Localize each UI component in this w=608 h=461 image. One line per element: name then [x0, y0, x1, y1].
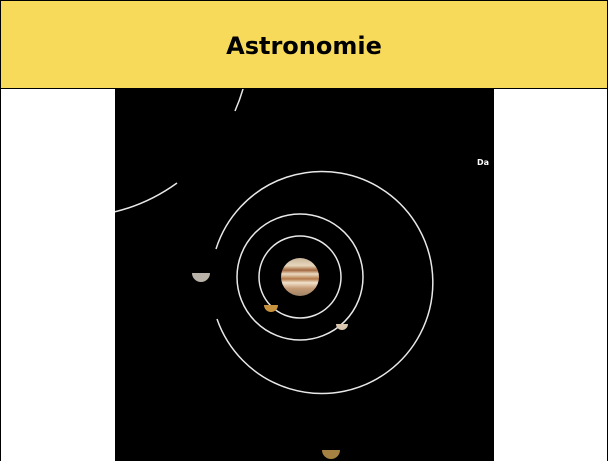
slide: Astronomie Da: [0, 0, 608, 461]
jupiter: [281, 258, 319, 296]
header: Astronomie: [1, 1, 607, 89]
image-label: Da: [477, 158, 489, 167]
jupiter-system-image: Da: [115, 89, 494, 461]
slide-title: Astronomie: [1, 1, 607, 91]
